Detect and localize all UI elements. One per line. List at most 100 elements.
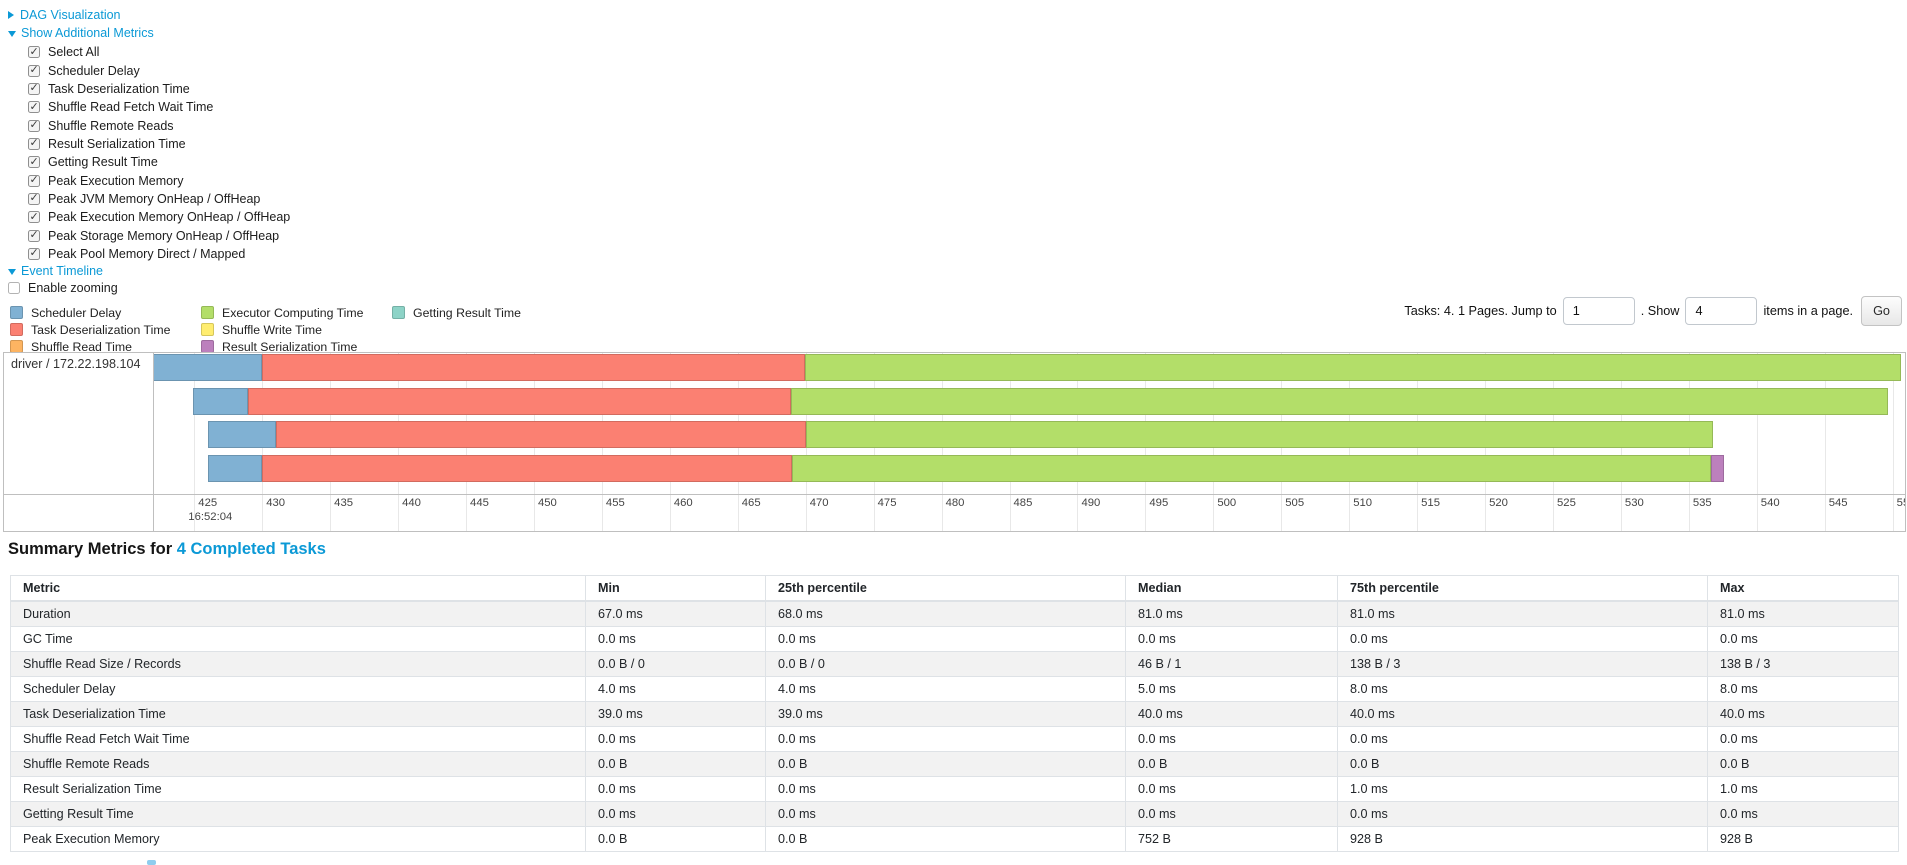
- task-bar-segment-task-deserialization[interactable]: [275, 421, 806, 448]
- legend-label: Task Deserialization Time: [31, 322, 171, 337]
- task-bar-segment-executor-computing[interactable]: [805, 354, 1901, 381]
- metric-value-cell: 0.0 B: [1337, 751, 1708, 777]
- metric-name-cell: Shuffle Read Fetch Wait Time: [10, 726, 586, 752]
- checkbox-shuffle-remote-reads[interactable]: [28, 118, 40, 132]
- checkbox-label: Getting Result Time: [48, 155, 158, 170]
- legend-item-shuffle-write: Shuffle Write Time: [201, 321, 363, 338]
- timeline-tick-label: 515: [1421, 497, 1440, 509]
- task-bar-segment-executor-computing[interactable]: [805, 421, 1713, 448]
- timeline-tick-label: 475: [877, 497, 897, 509]
- metric-value-cell: 40.0 ms: [1707, 701, 1899, 727]
- timeline-tick-label: 505: [1285, 497, 1305, 509]
- timeline-tick-label: 490: [1081, 497, 1101, 509]
- jump-to-page-input[interactable]: [1562, 297, 1635, 325]
- task-bar-segment-task-deserialization[interactable]: [247, 387, 792, 415]
- task-bar-segment-task-deserialization[interactable]: [261, 354, 806, 381]
- metric-value-cell: 40.0 ms: [1125, 701, 1338, 727]
- checkbox-label: Scheduler Delay: [48, 63, 140, 78]
- items-per-page-input[interactable]: [1685, 297, 1758, 325]
- metric-value-cell: 0.0 ms: [585, 726, 766, 752]
- section-show-additional-metrics[interactable]: Show Additional Metrics: [8, 25, 154, 41]
- column-header-metric: Metric: [10, 575, 586, 602]
- metric-value-cell: 0.0 B: [1707, 751, 1899, 777]
- event-timeline-link[interactable]: Event Timeline: [21, 264, 103, 278]
- table-row-shuffle-remote-reads: Shuffle Remote Reads 0.0 B 0.0 B 0.0 B 0.0 B…: [10, 751, 1899, 777]
- enable-zooming-checkbox[interactable]: [8, 282, 20, 294]
- metric-value-cell: 0.0 B: [765, 826, 1126, 852]
- checkbox-scheduler-delay[interactable]: [28, 63, 40, 77]
- metric-option-peak-pool-memory-direct-mapped: Peak Pool Memory Direct / Mapped: [28, 245, 290, 263]
- section-event-timeline[interactable]: Event Timeline: [8, 263, 103, 279]
- checkbox-label: Peak JVM Memory OnHeap / OffHeap: [48, 191, 261, 206]
- table-body: Duration 67.0 ms 68.0 ms 81.0 ms 81.0 ms 81.0…: [10, 600, 1899, 852]
- checkbox-shuffle-read-fetch-wait-time[interactable]: [28, 100, 40, 114]
- metric-value-cell: 138 B / 3: [1337, 651, 1708, 677]
- completed-tasks-link[interactable]: 4 Completed Tasks: [176, 540, 326, 558]
- metric-name-cell: Scheduler Delay: [10, 676, 586, 702]
- metric-value-cell: 0.0 ms: [1125, 776, 1338, 802]
- metric-value-cell: 0.0 ms: [585, 801, 766, 827]
- metric-value-cell: 0.0 ms: [765, 776, 1126, 802]
- legend-label: Scheduler Delay: [31, 305, 122, 320]
- legend-column: Executor Computing Time Shuffle Write Tim…: [201, 304, 363, 355]
- go-button[interactable]: Go: [1861, 296, 1902, 326]
- metric-value-cell: 0.0 B: [765, 751, 1126, 777]
- column-header-min: Min: [585, 575, 766, 602]
- timeline-tick-label: 535: [1692, 497, 1712, 509]
- show-additional-metrics-link[interactable]: Show Additional Metrics: [21, 25, 154, 40]
- metric-value-cell: 0.0 ms: [1337, 626, 1708, 652]
- metric-value-cell: 0.0 B / 0: [585, 651, 766, 677]
- timeline-date-label: 16:52:04: [188, 511, 233, 523]
- task-bar-segment-executor-computing[interactable]: [791, 387, 1889, 415]
- timeline-tick-label: 485: [1013, 497, 1033, 509]
- task-bar-segment-result-serialization[interactable]: [1710, 455, 1725, 482]
- checkbox-select-all[interactable]: [28, 45, 40, 59]
- metric-option-peak-storage-memory-onheap-offheap: Peak Storage Memory OnHeap / OffHeap: [28, 226, 290, 244]
- metric-option-peak-jvm-memory-onheap-offheap: Peak JVM Memory OnHeap / OffHeap: [28, 190, 290, 208]
- task-bar-segment-task-deserialization[interactable]: [261, 455, 792, 482]
- checkbox-peak-execution-memory[interactable]: [28, 173, 40, 187]
- metric-value-cell: 40.0 ms: [1337, 701, 1708, 727]
- executor-row-label: driver / 172.22.198.104: [11, 357, 141, 371]
- metric-value-cell: 39.0 ms: [585, 701, 766, 727]
- task-bar-segment-executor-computing[interactable]: [791, 455, 1711, 482]
- metric-option-scheduler-delay: Scheduler Delay: [28, 61, 290, 79]
- timeline-tick-label: 470: [809, 497, 829, 509]
- timeline-tick-label: 430: [266, 497, 286, 509]
- checkbox-label: Peak Storage Memory OnHeap / OffHeap: [48, 228, 280, 243]
- metric-option-task-deserialization-time: Task Deserialization Time: [28, 80, 290, 98]
- metric-value-cell: 0.0 B / 0: [765, 651, 1126, 677]
- metric-value-cell: 0.0 ms: [585, 776, 766, 802]
- additional-metrics-checkbox-list: Select All Scheduler Delay Task Deserializ…: [28, 43, 290, 263]
- metric-value-cell: 0.0 B: [585, 826, 766, 852]
- timeline-tick-label: 520: [1489, 497, 1508, 509]
- metric-name-cell: GC Time: [10, 626, 586, 652]
- section-dag-visualization[interactable]: DAG Visualization: [8, 7, 121, 23]
- checkbox-getting-result-time[interactable]: [28, 155, 40, 169]
- timeline-tick-label: 525: [1557, 497, 1576, 509]
- metric-value-cell: 0.0 B: [585, 751, 766, 777]
- metric-option-peak-execution-memory: Peak Execution Memory: [28, 171, 290, 189]
- metric-value-cell: 0.0 ms: [765, 626, 1126, 652]
- legend-item-shuffle-read: Shuffle Read Time: [10, 338, 170, 355]
- metric-value-cell: 928 B: [1337, 826, 1708, 852]
- table-row-shuffle-read-size-records: Shuffle Read Size / Records 0.0 B / 0 0.0 …: [10, 651, 1899, 677]
- task-deserialization-legend-swatch: [10, 323, 23, 336]
- task-bar-segment-scheduler-delay[interactable]: [207, 455, 262, 482]
- checkbox-peak-storage-memory-onheap-offheap[interactable]: [28, 228, 40, 242]
- task-bar-segment-scheduler-delay[interactable]: [153, 354, 262, 381]
- checkbox-peak-jvm-memory-onheap-offheap[interactable]: [28, 191, 40, 205]
- checkbox-peak-execution-memory-onheap-offheap[interactable]: [28, 210, 40, 224]
- checkbox-result-serialization-time[interactable]: [28, 136, 40, 150]
- checkbox-peak-pool-memory-direct-mapped[interactable]: [28, 246, 40, 260]
- column-header-median: Median: [1125, 575, 1338, 602]
- checkbox-task-deserialization-time[interactable]: [28, 81, 40, 95]
- metric-value-cell: 0.0 ms: [765, 801, 1126, 827]
- task-bar-segment-scheduler-delay[interactable]: [193, 387, 248, 415]
- dag-visualization-link[interactable]: DAG Visualization: [20, 8, 121, 22]
- task-bar-segment-scheduler-delay[interactable]: [207, 421, 276, 448]
- scheduler-delay-legend-swatch: [10, 306, 23, 319]
- metric-value-cell: 1.0 ms: [1707, 776, 1899, 802]
- table-row-result-serialization-time: Result Serialization Time 0.0 ms 0.0 ms 0.0…: [10, 776, 1899, 802]
- pagination-suffix-text: items in a page.: [1763, 304, 1854, 318]
